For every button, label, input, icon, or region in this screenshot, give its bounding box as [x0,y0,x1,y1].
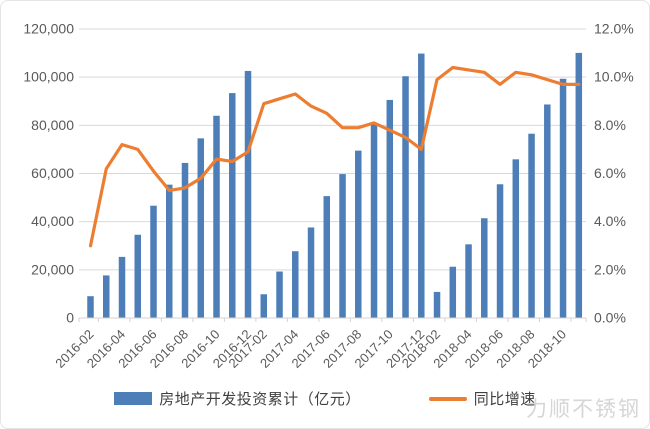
legend-label-investment: 房地产开发投资累计（亿元） [159,391,361,408]
investment-bar [528,133,535,318]
watermark: 力顺不锈钢 [526,398,641,421]
investment-bar [323,196,331,318]
investment-bar [575,52,583,318]
legend-label-growth: 同比增速 [473,391,536,408]
legend-item-growth: 同比增速 [428,388,536,409]
legend-item-investment: 房地产开发投资累计（亿元） [114,388,361,409]
investment-bar [355,150,362,318]
growth-line [88,65,581,248]
investment-bar [370,123,378,318]
chart-legend: 房地产开发投资累计（亿元） 同比增速 [1,388,649,409]
y-axis-label-right: 8.0% [594,117,626,133]
investment-bar [229,93,236,318]
investment-bar [481,218,488,318]
investment-bar [118,256,126,318]
y-axis-label-right: 0.0% [594,310,626,326]
investment-bar [496,184,504,318]
legend-line-swatch [428,396,467,401]
investment-bar [559,78,567,318]
investment-bar [213,115,220,318]
investment-bar [449,266,457,318]
investment-bar [103,275,110,318]
investment-bar [244,70,252,318]
investment-bar [292,251,299,318]
y-axis-label-left: 0 [66,310,74,326]
y-axis-label-left: 20,000 [31,261,74,277]
investment-bar [260,294,268,318]
investment-bar [433,291,441,318]
investment-bar [339,174,346,318]
investment-bar [150,205,157,318]
investment-bar [465,244,472,318]
y-axis-label-left: 120,000 [23,21,74,37]
y-axis-label-right: 4.0% [594,213,626,229]
investment-bar [544,104,551,319]
investment-bar [418,53,425,318]
investment-bar [512,159,520,318]
y-axis-label-left: 80,000 [31,117,74,133]
investment-bar [402,76,409,318]
y-axis-label-right: 12.0% [594,21,634,37]
y-axis-label-left: 40,000 [31,213,74,229]
y-axis-label-right: 10.0% [594,69,634,85]
investment-bar [166,184,173,318]
investment-bar [197,138,205,318]
investment-bar [386,99,394,318]
y-axis-label-right: 6.0% [594,165,626,181]
investment-bar [276,271,283,318]
investment-bar [181,162,189,318]
legend-bar-swatch [114,392,153,405]
investment-bar [87,296,94,318]
investment-bar [307,227,315,318]
y-axis-label-left: 100,000 [23,69,74,85]
y-axis-label-right: 2.0% [594,261,626,277]
investment-bar [134,234,142,318]
y-axis-label-left: 60,000 [31,165,74,181]
